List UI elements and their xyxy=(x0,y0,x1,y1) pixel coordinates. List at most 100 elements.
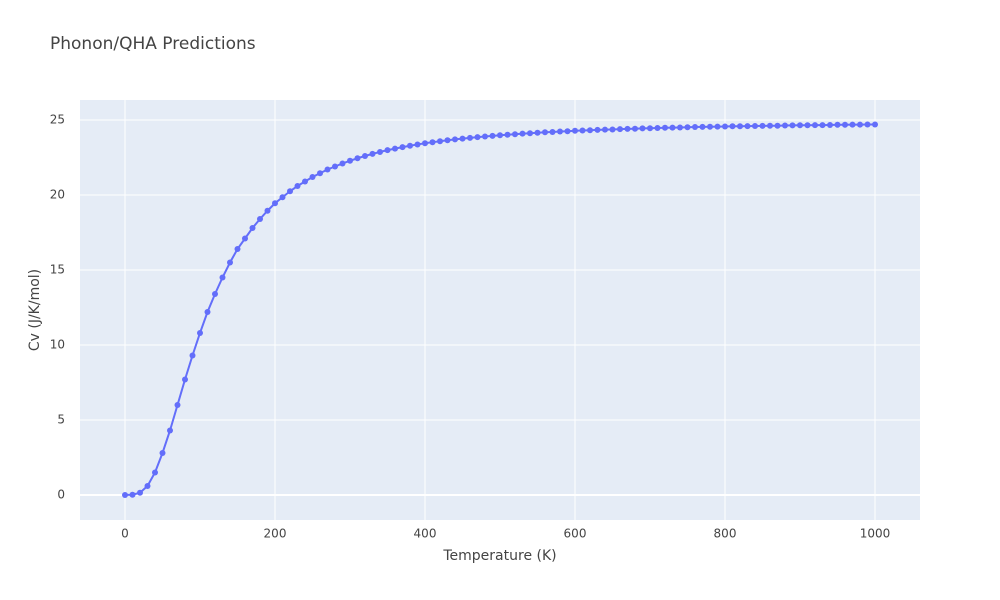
plot-area xyxy=(80,100,920,520)
data-point xyxy=(797,122,803,129)
data-point xyxy=(759,122,766,129)
data-point xyxy=(467,134,473,141)
data-point xyxy=(572,127,578,134)
y-tick-label: 0 xyxy=(57,487,65,501)
data-point xyxy=(264,207,271,214)
data-point xyxy=(737,123,743,130)
data-point xyxy=(122,491,128,498)
data-point xyxy=(624,125,631,132)
data-point xyxy=(684,124,691,131)
data-point xyxy=(272,200,278,207)
data-point xyxy=(542,129,548,136)
data-point xyxy=(197,329,203,336)
data-point xyxy=(662,124,668,131)
y-tick-label: 20 xyxy=(50,187,65,201)
data-point xyxy=(332,163,338,170)
data-point xyxy=(189,352,196,359)
data-point xyxy=(722,123,728,130)
data-point xyxy=(167,427,173,434)
data-point xyxy=(204,308,211,315)
data-point xyxy=(632,125,638,132)
data-point xyxy=(519,130,526,137)
data-point xyxy=(564,128,571,135)
data-point xyxy=(497,132,503,139)
data-point xyxy=(534,129,541,136)
data-point xyxy=(279,194,286,201)
y-tick-label: 15 xyxy=(50,262,65,276)
data-point xyxy=(212,290,218,297)
data-point xyxy=(864,121,871,128)
y-tick-label: 5 xyxy=(57,412,65,426)
data-point xyxy=(257,215,263,222)
data-point xyxy=(782,122,788,129)
data-point xyxy=(647,125,653,132)
data-point xyxy=(227,259,233,266)
data-point xyxy=(152,469,158,476)
x-tick-label: 1000 xyxy=(860,527,891,541)
data-point xyxy=(174,401,181,408)
data-point xyxy=(287,188,293,195)
data-point xyxy=(842,121,848,128)
data-point xyxy=(362,152,368,159)
x-tick-label: 400 xyxy=(414,527,437,541)
data-point xyxy=(707,123,713,130)
data-point xyxy=(384,147,391,154)
data-point xyxy=(669,124,676,131)
data-point xyxy=(834,121,841,128)
data-point xyxy=(692,124,698,131)
data-point xyxy=(429,139,436,146)
data-point xyxy=(324,166,331,173)
data-point xyxy=(699,123,706,130)
data-point xyxy=(812,122,818,129)
data-point xyxy=(609,126,616,133)
data-point xyxy=(452,136,458,143)
data-point xyxy=(144,482,151,489)
data-point xyxy=(579,127,586,134)
data-point xyxy=(857,121,863,128)
data-point xyxy=(437,138,443,145)
y-axis-title: Cv (J/K/mol) xyxy=(27,269,43,351)
data-point xyxy=(527,130,533,137)
data-point xyxy=(377,148,383,155)
data-point xyxy=(422,140,428,147)
data-point xyxy=(414,141,421,148)
data-point xyxy=(137,489,143,496)
data-point xyxy=(774,122,781,129)
data-point xyxy=(872,121,878,128)
data-point xyxy=(557,128,563,135)
data-point xyxy=(459,135,466,142)
data-point xyxy=(587,127,593,134)
data-point xyxy=(309,173,316,180)
data-point xyxy=(317,170,323,177)
data-point xyxy=(789,122,796,129)
data-point xyxy=(219,274,226,281)
data-point xyxy=(347,157,353,164)
data-point xyxy=(407,142,413,149)
x-tick-label: 800 xyxy=(714,527,737,541)
x-axis-title: Temperature (K) xyxy=(442,548,556,564)
data-point xyxy=(512,131,518,138)
data-point xyxy=(159,449,166,456)
data-point xyxy=(234,245,241,252)
y-tick-label: 10 xyxy=(50,337,65,351)
data-point xyxy=(399,144,406,151)
data-point xyxy=(369,150,376,157)
data-point xyxy=(392,145,398,152)
data-point xyxy=(339,160,346,167)
data-point xyxy=(594,126,601,133)
data-point xyxy=(489,132,496,139)
y-tick-label: 25 xyxy=(50,112,65,126)
data-point xyxy=(767,122,773,129)
data-point xyxy=(752,122,758,129)
data-point xyxy=(714,123,721,130)
data-point xyxy=(354,155,361,162)
chart-title: Phonon/QHA Predictions xyxy=(50,34,256,54)
data-point xyxy=(677,124,683,131)
data-point xyxy=(549,128,556,135)
x-tick-label: 600 xyxy=(564,527,587,541)
data-point xyxy=(827,121,833,128)
data-point xyxy=(602,126,608,133)
data-point xyxy=(819,122,826,129)
data-point xyxy=(129,491,136,498)
